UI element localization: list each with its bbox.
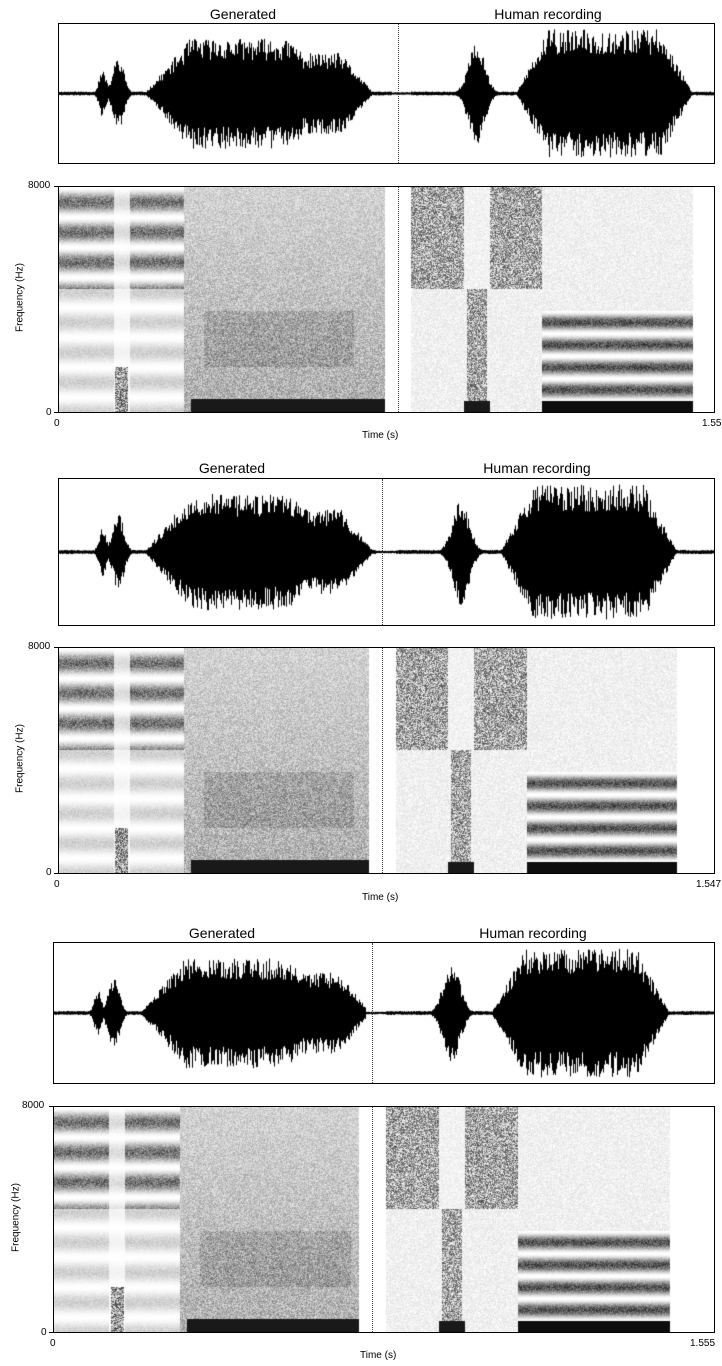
time-end-tick-label: 1.547 [696, 879, 722, 890]
generated-label: Generated [188, 925, 256, 941]
time-start-tick-label: 0 [54, 879, 60, 890]
time-axis-label: Time (s) [362, 892, 399, 903]
spectrogram-plot [58, 647, 715, 874]
time-end-tick-label: 1.555 [690, 1338, 716, 1349]
split-divider [372, 1107, 373, 1332]
freq-max-tick-mark [54, 647, 58, 648]
waveform-canvas [59, 24, 714, 163]
waveform-canvas [59, 479, 714, 625]
freq-min-tick-mark [49, 1332, 53, 1333]
freq-max-tick-mark [49, 1106, 53, 1107]
time-axis-label: Time (s) [360, 1350, 397, 1361]
freq-max-tick-mark [54, 186, 58, 187]
time-start-tick-label: 0 [54, 418, 60, 429]
freq-max-tick-label: 8000 [22, 1100, 45, 1111]
freq-max-tick-label: 8000 [28, 180, 51, 191]
generated-label: Generated [209, 6, 277, 22]
human-recording-label: Human recording [479, 925, 587, 941]
split-divider [382, 648, 383, 873]
split-divider [382, 479, 383, 625]
spectrogram-canvas [59, 648, 714, 873]
freq-min-tick-mark [54, 873, 58, 874]
split-divider [398, 187, 399, 412]
human-recording-label: Human recording [494, 6, 602, 22]
time-axis-label: Time (s) [362, 430, 399, 441]
freq-min-tick-label: 0 [46, 407, 52, 418]
spectrogram-plot [58, 186, 715, 413]
waveform-plot [58, 478, 715, 626]
waveform-plot [53, 942, 715, 1084]
freq-min-tick-label: 0 [46, 867, 52, 878]
time-start-tick-label: 0 [50, 1338, 56, 1349]
frequency-axis-label: Frequency (Hz) [14, 724, 26, 793]
waveform-plot [58, 23, 715, 164]
generated-label: Generated [198, 460, 266, 476]
spectrogram-canvas [54, 1107, 714, 1332]
freq-min-tick-mark [54, 412, 58, 413]
spectrogram-plot [53, 1106, 715, 1333]
spectrogram-canvas [59, 187, 714, 412]
human-recording-label: Human recording [483, 460, 591, 476]
split-divider [372, 943, 373, 1083]
split-divider [398, 24, 399, 163]
waveform-canvas [54, 943, 714, 1083]
frequency-axis-label: Frequency (Hz) [10, 1183, 22, 1252]
frequency-axis-label: Frequency (Hz) [14, 263, 26, 332]
freq-max-tick-label: 8000 [28, 641, 51, 652]
time-end-tick-label: 1.55 [702, 418, 722, 429]
freq-min-tick-label: 0 [41, 1327, 47, 1338]
